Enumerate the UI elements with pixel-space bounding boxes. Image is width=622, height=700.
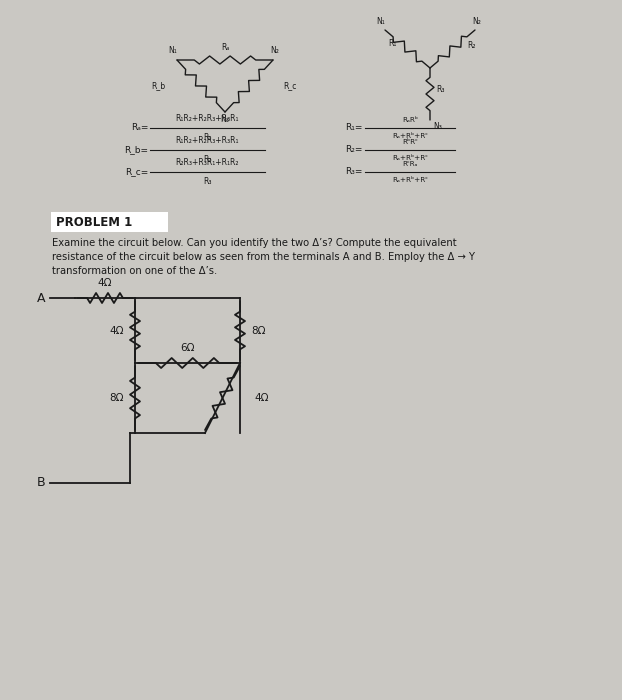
Text: R₂: R₂ (203, 155, 211, 164)
Text: Rₐ+Rᵇ+Rᶜ: Rₐ+Rᵇ+Rᶜ (392, 177, 428, 183)
Text: 6Ω: 6Ω (180, 343, 195, 353)
Text: R_b=: R_b= (124, 146, 148, 155)
Text: R₁: R₁ (389, 39, 397, 48)
Text: N₁: N₁ (377, 17, 386, 26)
Text: N₃: N₃ (433, 122, 442, 131)
Text: R_c=: R_c= (125, 167, 148, 176)
Text: RᶜRₐ: RᶜRₐ (402, 161, 418, 167)
Text: 8Ω: 8Ω (109, 393, 124, 403)
Text: R₃: R₃ (436, 85, 445, 94)
Text: B: B (36, 477, 45, 489)
Text: N₃: N₃ (221, 115, 230, 124)
Text: RₐRᵇ: RₐRᵇ (402, 117, 418, 123)
Text: 4Ω: 4Ω (109, 326, 124, 335)
Text: R_c: R_c (283, 81, 296, 90)
Text: resistance of the circuit below as seen from the terminals A and B. Employ the Δ: resistance of the circuit below as seen … (52, 252, 475, 262)
Text: A: A (37, 291, 45, 304)
Text: R₂R₃+R₃R₁+R₁R₂: R₂R₃+R₃R₁+R₁R₂ (176, 158, 239, 167)
Text: N₂: N₂ (271, 46, 279, 55)
Text: Rₐ=: Rₐ= (131, 123, 148, 132)
FancyBboxPatch shape (51, 212, 168, 232)
Text: R₁: R₁ (203, 133, 211, 142)
Text: Rₐ: Rₐ (221, 43, 229, 52)
Text: R₃: R₃ (203, 177, 211, 186)
Text: R₃=: R₃= (346, 167, 363, 176)
Text: 4Ω: 4Ω (254, 393, 269, 403)
Text: 8Ω: 8Ω (251, 326, 266, 335)
Text: 4Ω: 4Ω (98, 278, 112, 288)
Text: R₂: R₂ (467, 41, 475, 50)
Text: N₂: N₂ (473, 17, 481, 26)
Text: N₁: N₁ (169, 46, 177, 55)
Text: R₁=: R₁= (346, 123, 363, 132)
Text: R₁R₂+R₂R₃+R₃R₁: R₁R₂+R₂R₃+R₃R₁ (176, 136, 239, 145)
Text: Rₐ+Rᵇ+Rᶜ: Rₐ+Rᵇ+Rᶜ (392, 155, 428, 161)
Text: Rₐ+Rᵇ+Rᶜ: Rₐ+Rᵇ+Rᶜ (392, 133, 428, 139)
Text: Examine the circuit below. Can you identify the two Δ’s? Compute the equivalent: Examine the circuit below. Can you ident… (52, 238, 457, 248)
Text: R₁R₂+R₂R₃+R₃R₁: R₁R₂+R₂R₃+R₃R₁ (176, 114, 239, 123)
Text: RᵇRᶜ: RᵇRᶜ (402, 139, 418, 145)
Text: R_b: R_b (151, 81, 165, 90)
Text: transformation on one of the Δ’s.: transformation on one of the Δ’s. (52, 266, 217, 276)
Text: PROBLEM 1: PROBLEM 1 (56, 216, 132, 228)
Text: R₂=: R₂= (346, 146, 363, 155)
